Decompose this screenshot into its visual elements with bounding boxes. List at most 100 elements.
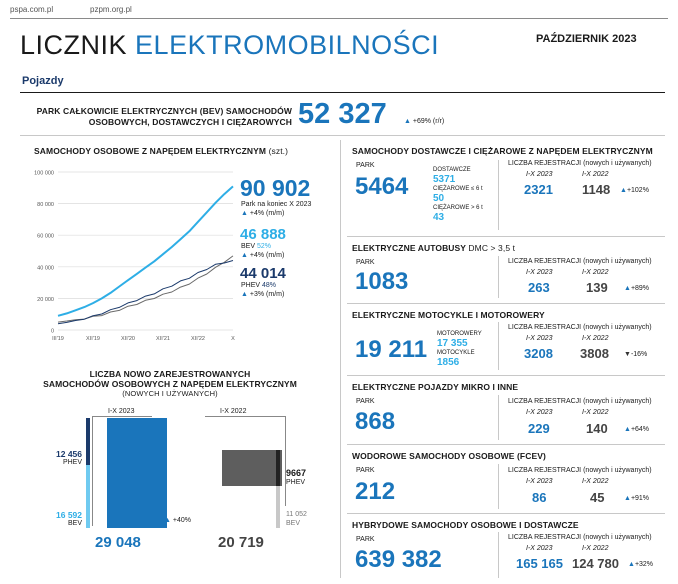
vans-park-label: PARK bbox=[356, 162, 375, 169]
bev-change-text: +4% (m/m) bbox=[249, 252, 285, 259]
bev-2023-value: 16 592 bbox=[56, 510, 82, 520]
vans-reg-label: LICZBA REJESTRACJI (nowych i używanych) bbox=[508, 160, 652, 167]
phev-indicator bbox=[276, 449, 280, 487]
phev-2022-label: PHEV bbox=[286, 479, 306, 486]
vans-sub2-label: CIĘŻAROWE ≤ 6 t bbox=[433, 186, 483, 192]
micro-title: ELEKTRYCZNE POJAZDY MIKRO I INNE bbox=[352, 382, 519, 392]
y-tick-label: 0 bbox=[51, 329, 54, 335]
cars-title: SAMOCHODY OSOBOWE Z NAPĘDEM ELEKTRYCZNYM… bbox=[34, 146, 288, 156]
down-triangle-icon: ▼ bbox=[624, 351, 631, 358]
up-triangle-icon: ▲ bbox=[624, 426, 631, 433]
bev-total-label-1: PARK CAŁKOWICIE ELEKTRYCZNYCH (BEV) SAMO… bbox=[36, 106, 292, 116]
moto-title: ELEKTRYCZNE MOTOCYKLE I MOTOROWERY bbox=[352, 310, 545, 320]
hybrid-reg-label: LICZBA REJESTRACJI (nowych i używanych) bbox=[508, 534, 652, 541]
reg-change-text: +40% bbox=[172, 517, 191, 524]
micro-reg-2023: 229 bbox=[528, 421, 550, 436]
hybrid-park-value: 639 382 bbox=[355, 546, 442, 573]
phev-2022-value: 9667 bbox=[286, 468, 307, 478]
fcev-y2023: I-X 2023 bbox=[526, 478, 553, 485]
micro-reg-sub: (nowych i używanych) bbox=[583, 398, 652, 405]
bev-total-change: ▲ +69% (r/r) bbox=[404, 118, 444, 125]
hybrid-y2022: I-X 2022 bbox=[582, 545, 609, 552]
phev-change-text: +3% (m/m) bbox=[249, 291, 285, 298]
up-triangle-icon: ▲ bbox=[624, 495, 631, 502]
buses-change: ▲+89% bbox=[624, 285, 649, 292]
micro-reg-2022: 140 bbox=[586, 421, 608, 436]
phev-value: 44 014 bbox=[240, 265, 286, 282]
vans-change: ▲+102% bbox=[620, 187, 649, 194]
y-tick-label: 80 000 bbox=[37, 202, 54, 208]
section-title: Pojazdy bbox=[22, 75, 64, 87]
fcev-park-label: PARK bbox=[356, 467, 375, 474]
vans-sub3-value: 43 bbox=[433, 212, 445, 223]
hybrid-change: ▲+32% bbox=[628, 561, 653, 568]
phev-label-text: PHEV bbox=[241, 282, 261, 289]
y-tick-label: 20 000 bbox=[37, 297, 54, 303]
buses-reg-label-text: LICZBA REJESTRACJI bbox=[508, 258, 582, 265]
vans-change-text: +102% bbox=[626, 187, 649, 194]
buses-reg-sub: (nowych i używanych) bbox=[583, 258, 652, 265]
line-series-bev bbox=[57, 255, 234, 323]
reg-title-3: (NOWYCH I UŻYWANYCH) bbox=[122, 389, 218, 398]
vans-sub1-value: 5371 bbox=[433, 174, 456, 185]
moto-sub2-label: MOTOCYKLE bbox=[437, 350, 475, 356]
up-triangle-icon: ▲ bbox=[404, 118, 411, 125]
bev-total-change-text: +69% (r/r) bbox=[412, 118, 445, 125]
cars-line-chart: 0 20 000 40 000 60 000 80 000 100 000 III'19 XI… bbox=[34, 171, 235, 343]
reg-year-2022: I-X 2022 bbox=[220, 408, 247, 415]
hybrid-title: HYBRYDOWE SAMOCHODY OSOBOWE I DOSTAWCZE bbox=[352, 520, 579, 530]
reg-title-1: LICZBA NOWO ZAREJESTROWANYCH bbox=[89, 369, 251, 379]
up-triangle-icon: ▲ bbox=[164, 517, 171, 524]
x-tick-label: III'19 bbox=[52, 336, 64, 342]
cars-total-change-text: +4% (m/m) bbox=[249, 210, 285, 217]
buses-reg-2023: 263 bbox=[528, 280, 550, 295]
hybrid-reg-sub: (nowych i używanych) bbox=[583, 534, 652, 541]
vans-park-value: 5464 bbox=[355, 173, 409, 200]
moto-sub1-label: MOTOROWERY bbox=[437, 331, 482, 337]
vans-y2023: I-X 2023 bbox=[526, 171, 553, 178]
fcev-change: ▲+91% bbox=[624, 495, 649, 502]
micro-change: ▲+64% bbox=[624, 426, 649, 433]
moto-breakdown: MOTOROWERY 17 355 MOTOCYKLE 1856 bbox=[437, 330, 482, 368]
link-pspa[interactable]: pspa.com.pl bbox=[10, 5, 54, 14]
moto-reg-label: LICZBA REJESTRACJI (nowych i używanych) bbox=[508, 324, 652, 331]
title-word-1: LICZNIK bbox=[20, 30, 128, 60]
moto-change: ▼-16% bbox=[624, 351, 647, 358]
buses-title: ELEKTRYCZNE AUTOBUSY DMC > 3,5 t bbox=[352, 243, 515, 253]
reg-change: ▲ +40% bbox=[164, 517, 191, 524]
vans-y2022: I-X 2022 bbox=[582, 171, 609, 178]
phev-2023-value: 12 456 bbox=[56, 449, 82, 459]
micro-y2022: I-X 2022 bbox=[582, 409, 609, 416]
moto-sub1-value: 17 355 bbox=[437, 338, 468, 349]
reg-year-2023: I-X 2023 bbox=[108, 408, 135, 415]
hybrid-reg-label-text: LICZBA REJESTRACJI bbox=[508, 534, 582, 541]
fcev-y2022: I-X 2022 bbox=[582, 478, 609, 485]
hybrid-park-label: PARK bbox=[356, 536, 375, 543]
up-triangle-icon: ▲ bbox=[628, 561, 635, 568]
bev-indicator bbox=[86, 465, 90, 528]
moto-reg-label-text: LICZBA REJESTRACJI bbox=[508, 324, 582, 331]
buses-y2022: I-X 2022 bbox=[582, 269, 609, 276]
phev-pct: 48% bbox=[262, 282, 277, 289]
moto-change-text: -16% bbox=[630, 351, 648, 358]
vans-sub3-label: CIĘŻAROWE > 6 t bbox=[433, 205, 483, 211]
x-tick-label: X bbox=[231, 336, 235, 342]
cars-total-caption: Park na koniec X 2023 bbox=[241, 201, 312, 208]
phev-label: PHEV 48% bbox=[241, 282, 276, 289]
moto-reg-2022: 3808 bbox=[580, 346, 609, 361]
cars-total: 90 902 bbox=[240, 175, 311, 201]
total-2023: 29 048 bbox=[95, 534, 141, 551]
bar-2023 bbox=[107, 418, 167, 528]
fcev-reg-sub: (nowych i używanych) bbox=[583, 467, 652, 474]
phev-indicator bbox=[86, 418, 90, 466]
buses-y2023: I-X 2023 bbox=[526, 269, 553, 276]
month-label: PAŹDZIERNIK 2023 bbox=[536, 33, 637, 45]
bev-label: BEV 52% bbox=[241, 243, 271, 250]
moto-y2022: I-X 2022 bbox=[582, 335, 609, 342]
buses-change-text: +89% bbox=[630, 285, 650, 292]
bev-change: ▲ +4% (m/m) bbox=[241, 252, 284, 259]
link-pzpm[interactable]: pzpm.org.pl bbox=[90, 5, 132, 14]
phev-2023-label: PHEV bbox=[62, 459, 82, 466]
micro-park-label: PARK bbox=[356, 398, 375, 405]
buses-title-suffix: DMC > 3,5 t bbox=[468, 243, 516, 253]
